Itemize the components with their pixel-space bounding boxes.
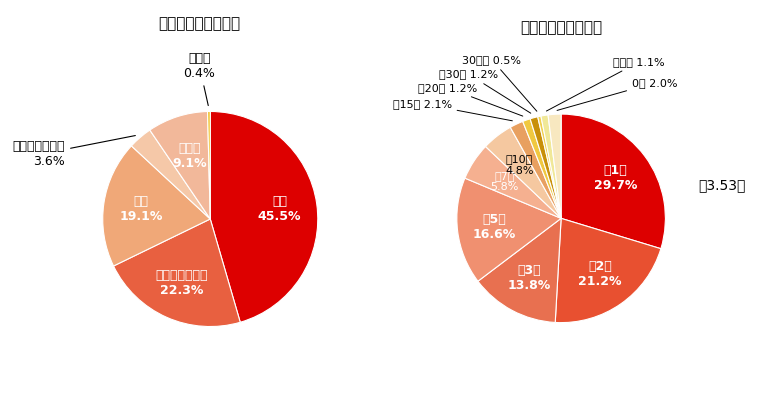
Text: 無回答
0.4%: 無回答 0.4% xyxy=(183,52,215,105)
Wedge shape xyxy=(478,218,561,322)
Text: ～3人
13.8%: ～3人 13.8% xyxy=(508,264,551,292)
Text: ～2人
21.2%: ～2人 21.2% xyxy=(578,260,622,288)
Wedge shape xyxy=(210,111,318,322)
Wedge shape xyxy=(537,116,561,218)
Wedge shape xyxy=(131,130,210,219)
Wedge shape xyxy=(208,111,210,219)
Wedge shape xyxy=(114,219,240,327)
Text: ～1人
29.7%: ～1人 29.7% xyxy=(594,164,637,192)
Wedge shape xyxy=(548,114,561,218)
Text: 平3.53人: 平3.53人 xyxy=(699,178,746,192)
Wedge shape xyxy=(150,111,210,219)
Wedge shape xyxy=(523,119,561,218)
Wedge shape xyxy=(541,115,561,218)
Wedge shape xyxy=(103,146,210,266)
Text: ～15人 2.1%: ～15人 2.1% xyxy=(393,99,512,121)
Title: 【広報の担当部署】: 【広報の担当部署】 xyxy=(158,16,240,31)
Text: その他
9.1%: その他 9.1% xyxy=(173,142,207,170)
Text: 無回答 1.1%: 無回答 1.1% xyxy=(547,57,665,111)
Text: ～20人 1.2%: ～20人 1.2% xyxy=(418,83,523,116)
Wedge shape xyxy=(530,117,561,218)
Text: ～5人
16.6%: ～5人 16.6% xyxy=(472,213,515,241)
Text: ～10人
4.8%: ～10人 4.8% xyxy=(506,154,534,176)
Wedge shape xyxy=(555,218,661,323)
Title: 【広報の担当者数】: 【広報の担当者数】 xyxy=(520,21,602,36)
Text: 経営・経営企画
22.3%: 経営・経営企画 22.3% xyxy=(155,269,208,297)
Wedge shape xyxy=(465,147,561,218)
Text: 総務
19.1%: 総務 19.1% xyxy=(120,195,163,223)
Wedge shape xyxy=(510,121,561,218)
Text: ～7人
5.8%: ～7人 5.8% xyxy=(490,171,518,192)
Wedge shape xyxy=(486,127,561,218)
Text: 0人 2.0%: 0人 2.0% xyxy=(557,78,678,111)
Text: マーケティング
3.6%: マーケティング 3.6% xyxy=(13,135,136,169)
Wedge shape xyxy=(457,178,561,281)
Text: 広報
45.5%: 広報 45.5% xyxy=(258,195,301,223)
Text: ～30人 1.2%: ～30人 1.2% xyxy=(440,70,531,113)
Text: 30人超 0.5%: 30人超 0.5% xyxy=(462,55,537,111)
Wedge shape xyxy=(561,114,666,249)
